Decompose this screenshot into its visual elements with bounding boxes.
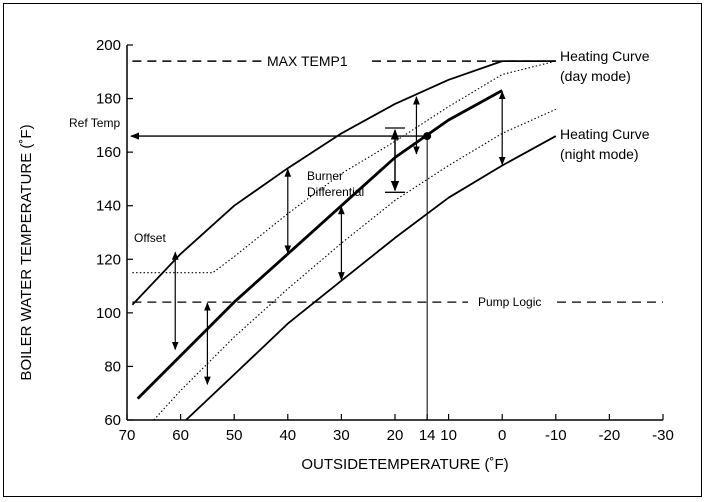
arrows — [171, 90, 506, 420]
y-tick-label: 120 — [96, 251, 121, 268]
x-tick-label: 0 — [498, 427, 506, 444]
x-tick-label: -10 — [545, 427, 567, 444]
axes: BOILER WATER TEMPERATURE (˚F) OUTSIDETEMP… — [18, 45, 663, 473]
offset-label: Offset — [134, 231, 166, 245]
pump-logic-label: Pump Logic — [478, 295, 541, 309]
x-tick-label: 70 — [119, 427, 136, 444]
x-tick-label: 20 — [387, 427, 404, 444]
curve-offset-curve — [132, 60, 556, 274]
burner-differential-label: Burner — [307, 169, 343, 183]
heating-day-label: (day mode) — [560, 68, 631, 84]
curve-night — [185, 135, 557, 421]
y-tick-label: 80 — [104, 358, 121, 375]
curve-upper — [131, 60, 556, 306]
x-tick-label: -20 — [599, 427, 621, 444]
x-tick-label: 30 — [333, 427, 350, 444]
y-tick-label: 200 — [96, 37, 121, 54]
heating-night-label: Heating Curve — [560, 126, 650, 142]
curves — [131, 60, 557, 421]
y-tick-label: 160 — [96, 144, 121, 161]
operating-point-marker — [423, 132, 432, 141]
y-tick-label: 100 — [96, 305, 121, 322]
y-tick-label: 140 — [96, 198, 121, 215]
ref-temp-label: Ref Temp — [69, 116, 120, 130]
chart-frame — [3, 3, 702, 497]
y-tick-label: 60 — [104, 412, 121, 429]
heating-day-label: Heating Curve — [560, 48, 650, 64]
curve-day — [136, 89, 503, 400]
curve-burner-lower — [153, 108, 557, 421]
y-axis-title: BOILER WATER TEMPERATURE (˚F) — [18, 124, 35, 380]
burner-differential-label: Differential — [307, 185, 364, 199]
x-tick-label: -30 — [652, 427, 674, 444]
x-axis-title: OUTSIDETEMPERATURE (˚F) — [301, 456, 508, 473]
x-tick-label: 60 — [172, 427, 189, 444]
heating-night-label: (night mode) — [560, 146, 639, 162]
reference-lines — [130, 60, 663, 303]
x-tick-label: 10 — [440, 427, 457, 444]
annotations: MAX TEMP1 Pump Logic Ref Temp Heating Curve… — [69, 48, 650, 309]
max-temp-label: MAX TEMP1 — [267, 53, 348, 69]
x-tick-label: 40 — [279, 427, 296, 444]
y-tick-label: 180 — [96, 91, 121, 108]
x-tick-label: 14 — [419, 427, 436, 444]
x-tick-label: 50 — [226, 427, 243, 444]
